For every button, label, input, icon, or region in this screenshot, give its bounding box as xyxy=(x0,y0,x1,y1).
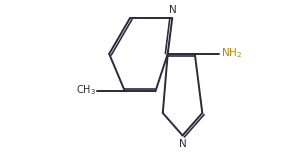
Text: N: N xyxy=(179,139,186,149)
Text: CH$_3$: CH$_3$ xyxy=(76,84,96,97)
Text: N: N xyxy=(169,5,177,15)
Text: NH$_2$: NH$_2$ xyxy=(221,46,242,60)
